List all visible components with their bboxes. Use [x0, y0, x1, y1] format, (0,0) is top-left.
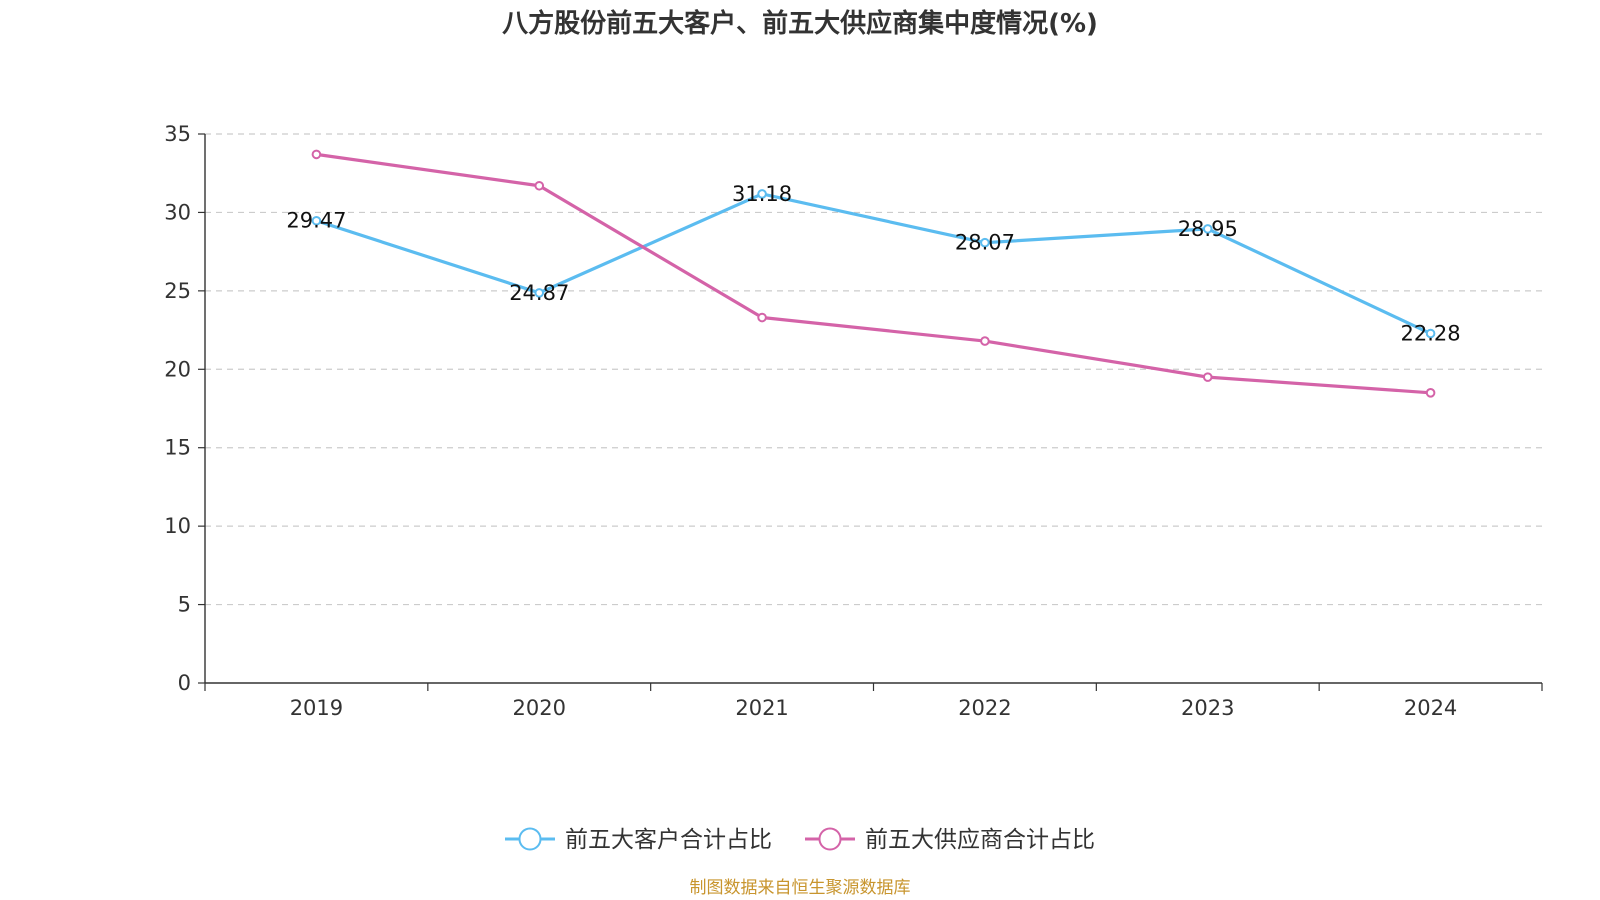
data-label: 28.95: [1178, 217, 1238, 241]
legend-label: 前五大供应商合计占比: [865, 827, 1095, 853]
data-point[interactable]: [980, 336, 990, 346]
y-tick-label: 10: [164, 514, 191, 538]
data-point[interactable]: [1202, 372, 1213, 382]
legend[interactable]: 前五大客户合计占比 前五大供应商合计占比: [505, 827, 1095, 853]
x-tick-label: 2024: [1404, 696, 1457, 720]
data-point[interactable]: [1425, 388, 1436, 398]
data-point[interactable]: [757, 312, 767, 323]
x-tick-label: 2019: [290, 696, 343, 720]
series-line-1: [315, 192, 1432, 335]
y-tick-label: 20: [164, 357, 191, 381]
series-lines: [311, 149, 1436, 398]
grid-lines: [205, 133, 1542, 606]
y-tick-label: 0: [178, 671, 191, 695]
data-point[interactable]: [1202, 224, 1213, 234]
legend-item-1[interactable]: 前五大客户合计占比: [505, 827, 772, 853]
x-tick-label: 2020: [513, 696, 566, 720]
y-tick-label: 15: [164, 436, 191, 460]
x-tick-label: 2021: [735, 696, 788, 720]
legend-circle-icon: [818, 827, 842, 851]
data-label: 24.87: [509, 281, 569, 305]
data-point[interactable]: [757, 189, 767, 199]
series-line-2: [316, 152, 1431, 395]
data-point[interactable]: [534, 180, 545, 191]
data-point[interactable]: [534, 288, 545, 298]
x-tick-label: 2023: [1181, 696, 1234, 720]
y-tick-label: 35: [164, 122, 191, 146]
chart-title: 八方股份前五大客户、前五大供应商集中度情况(%): [502, 8, 1098, 39]
data-label: 31.18: [732, 182, 792, 206]
data-label: 29.47: [286, 209, 346, 233]
data-label: 28.07: [955, 231, 1015, 255]
source-note: 制图数据来自恒生聚源数据库: [690, 878, 911, 898]
legend-circle-icon: [518, 827, 542, 851]
axes: 0 5 10 15 20 25 30 35 2019 2020 2021 2022 2023 2024: [164, 122, 1543, 720]
data-labels: 29.47 24.87 31.18 28.07 28.95 22.28: [286, 182, 1460, 346]
x-tick-label: 2022: [958, 696, 1011, 720]
data-label: 22.28: [1401, 322, 1461, 346]
data-point[interactable]: [1425, 328, 1436, 339]
y-tick-label: 5: [178, 593, 191, 617]
data-point[interactable]: [980, 237, 990, 248]
legend-label: 前五大客户合计占比: [565, 827, 772, 853]
data-point[interactable]: [311, 215, 322, 226]
data-point[interactable]: [311, 149, 322, 160]
y-tick-label: 25: [164, 279, 191, 303]
y-tick-label: 30: [164, 200, 191, 224]
legend-item-2[interactable]: 前五大供应商合计占比: [805, 827, 1095, 853]
